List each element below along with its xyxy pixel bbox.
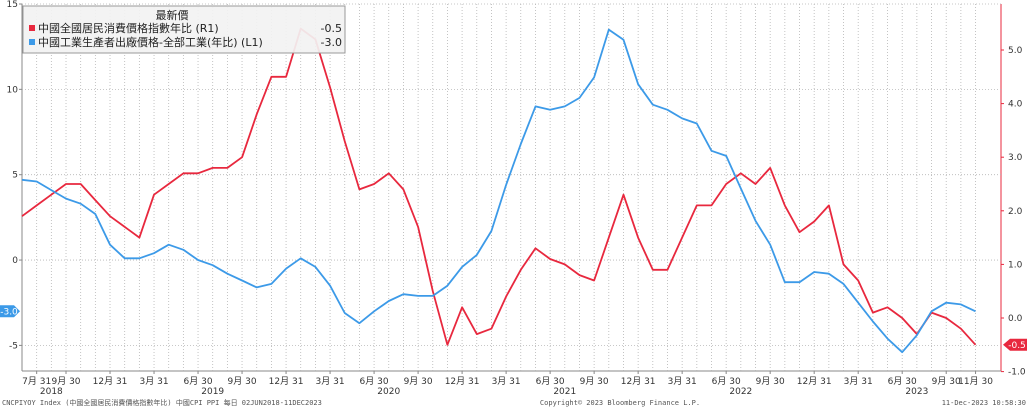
year-label: 2022 <box>729 387 752 397</box>
grid-lines <box>21 3 1002 372</box>
x-tick-label: 3月 31 <box>492 376 521 387</box>
x-tick-label: 12月 31 <box>621 376 656 387</box>
ppi-current-label: -3.0 <box>0 307 18 317</box>
legend-swatch-ppi <box>29 39 35 45</box>
x-tick-label: 9月 30 <box>51 376 80 387</box>
x-tick-label: 9月 30 <box>404 376 433 387</box>
legend-label-ppi: 中國工業生產者出廠價格-全部工業(年比) (L1) <box>38 35 263 49</box>
x-tick-label: 9月 30 <box>756 376 785 387</box>
x-tick-label: 11月 30 <box>958 376 993 387</box>
left-tick-label: 0 <box>12 256 18 266</box>
current-value-markers: -3.0 -0.5 <box>0 305 1027 351</box>
year-label: 2021 <box>553 387 576 397</box>
cpi-current-marker <box>1003 338 1027 351</box>
right-tick-label: 5.0 <box>1008 46 1023 56</box>
year-label: 2023 <box>905 387 928 397</box>
x-tick-label: 12月 31 <box>93 376 128 387</box>
legend-value-cpi: -0.5 <box>321 22 342 35</box>
right-tick-label: 4.0 <box>1008 100 1023 110</box>
x-tick-label: 12月 31 <box>269 376 304 387</box>
year-label: 2018 <box>40 387 63 397</box>
right-tick-label: 1.0 <box>1008 260 1023 270</box>
x-tick-label: 3月 31 <box>668 376 697 387</box>
legend-box <box>22 5 346 54</box>
x-tick-label: 6月 30 <box>888 376 917 387</box>
year-label: 2019 <box>201 387 224 397</box>
footer-timestamp: 11-Dec-2023 10:58:30 <box>942 399 1026 407</box>
cpi-current-label: -0.5 <box>1008 341 1026 351</box>
x-tick-label: 9月 30 <box>932 376 961 387</box>
ppi-series-line <box>21 28 976 354</box>
year-label: 2020 <box>377 387 400 397</box>
x-tick-label: 7月 31 <box>22 376 51 387</box>
right-tick-label: 2.0 <box>1008 207 1023 217</box>
footer-copyright: Copyright© 2023 Bloomberg Finance L.P. <box>540 399 700 407</box>
ppi-current-marker <box>0 305 20 318</box>
left-tick-label: 15 <box>7 0 18 10</box>
x-tick-label: 3月 31 <box>140 376 169 387</box>
left-axis: 15 10 5 0 -5 <box>7 0 22 351</box>
legend: 最新價 中國全國居民消費價格指數年比 (R1) -0.5 中國工業生產者出廠價格… <box>22 5 346 54</box>
x-tick-label: 6月 30 <box>712 376 741 387</box>
x-tick-label: 3月 31 <box>844 376 873 387</box>
left-tick-label: -5 <box>9 341 18 351</box>
right-tick-label: 3.0 <box>1008 153 1023 163</box>
series-lines <box>21 27 977 354</box>
footer-left: CNCPIYOY Index (中國全國居民消費價格指數年比) 中國CPI PP… <box>2 398 322 407</box>
legend-label-cpi: 中國全國居民消費價格指數年比 (R1) <box>38 21 219 35</box>
legend-header: 最新價 <box>156 8 189 22</box>
right-tick-label: -1.0 <box>1008 368 1026 378</box>
x-axis: 7月 31 9月 30 12月 31 3月 31 6月 30 9月 30 12月 31 3月 … <box>22 371 993 397</box>
left-tick-label: 5 <box>12 171 18 181</box>
right-tick-label: 0.0 <box>1008 314 1023 324</box>
x-tick-label: 12月 31 <box>445 376 480 387</box>
footer: CNCPIYOY Index (中國全國居民消費價格指數年比) 中國CPI PP… <box>2 398 1026 407</box>
left-tick-label: 10 <box>7 85 19 95</box>
x-tick-label: 9月 30 <box>228 376 257 387</box>
x-tick-label: 6月 30 <box>184 376 213 387</box>
right-axis: 5.0 4.0 3.0 2.0 1.0 0.0 -1.0 <box>1001 46 1026 378</box>
x-tick-label: 9月 30 <box>580 376 609 387</box>
x-tick-label: 6月 30 <box>360 376 389 387</box>
x-tick-label: 12月 31 <box>797 376 832 387</box>
x-tick-label: 3月 31 <box>316 376 345 387</box>
legend-value-ppi: -3.0 <box>321 36 342 49</box>
x-tick-label: 6月 30 <box>536 376 565 387</box>
cpi-series-line <box>21 27 977 346</box>
legend-swatch-cpi <box>29 25 35 31</box>
